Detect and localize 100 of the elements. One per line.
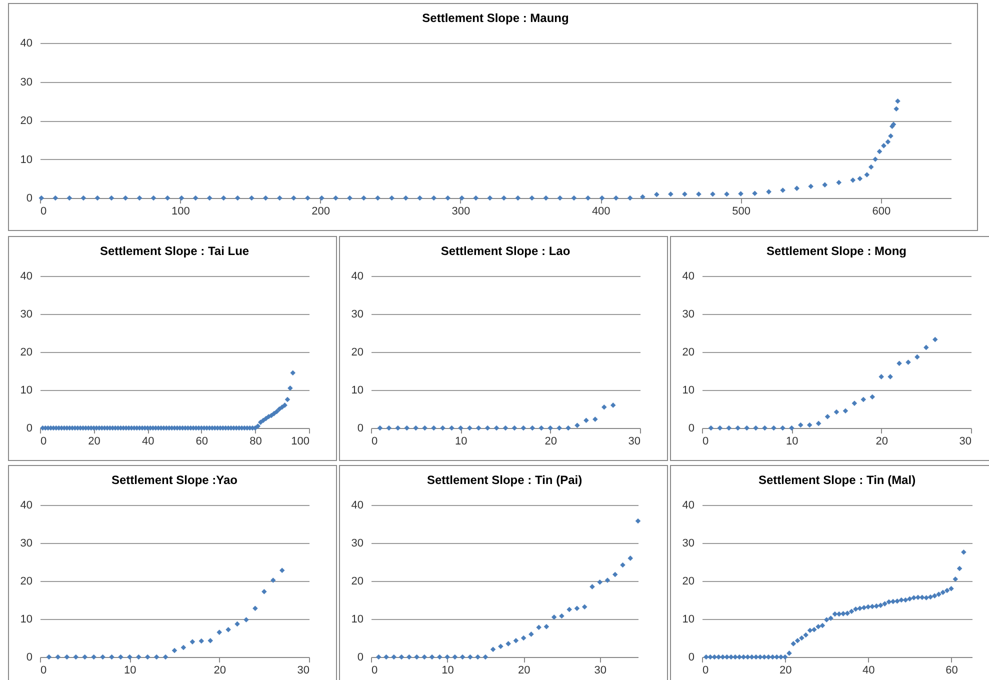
y-tick-label: 0 [688,652,694,664]
y-tick-label: 30 [682,308,694,320]
x-tick-label: 10 [786,436,798,448]
point [482,654,488,660]
x-tick-label: 100 [291,436,310,448]
point [536,624,542,630]
y-tick-label: 20 [351,346,364,358]
y-tick-label: 10 [682,384,694,396]
y-tick-label: 0 [26,422,32,434]
y-tick-label: 30 [20,308,32,320]
y-tick-label: 40 [20,38,32,50]
x-tick-label: 40 [142,436,154,448]
chart-title: Settlement Slope : Mong [766,244,907,258]
point [582,604,588,610]
point [398,654,404,660]
y-tick-label: 20 [20,115,32,127]
x-tick-label: 100 [171,206,190,218]
point [506,641,511,646]
y-tick-label: 20 [682,346,694,358]
chart-title: Settlement Slope : Lao [440,244,570,258]
x-tick-label: 80 [250,436,262,448]
y-tick-label: 10 [20,154,32,166]
point [452,654,458,660]
x-tick-label: 0 [40,206,47,218]
point [460,654,466,660]
y-tick-label: 40 [682,500,694,512]
y-tick-label: 0 [357,652,364,664]
point [520,635,526,641]
x-tick-label: 600 [872,206,891,218]
chart-title: Settlement Slope : Tai Lue [100,244,250,258]
x-tick-label: 20 [544,436,557,448]
point [597,579,603,585]
x-tick-label: 30 [594,664,606,676]
y-tick-label: 10 [20,614,32,626]
point [574,606,580,612]
x-tick-label: 20 [518,664,530,676]
x-tick-label: 10 [124,664,136,676]
y-tick-label: 10 [351,384,364,396]
chart-title: Settlement Slope :Yao [111,473,238,487]
y-tick-label: 10 [20,384,32,396]
x-tick-label: 0 [40,664,47,676]
x-tick-label: 10 [442,664,454,676]
y-tick-label: 20 [351,576,364,588]
y-tick-label: 30 [351,308,364,320]
y-tick-label: 0 [26,192,32,204]
y-tick-label: 30 [682,538,694,550]
y-tick-label: 40 [351,270,364,282]
y-tick-label: 0 [26,652,32,664]
point [376,654,382,660]
y-tick-label: 0 [688,422,694,434]
x-tick-label: 30 [297,664,310,676]
point [590,584,595,590]
x-tick-label: 10 [455,436,468,448]
y-tick-label: 20 [682,576,694,588]
x-tick-label: 300 [452,206,470,218]
x-tick-label: 20 [214,664,226,676]
x-tick-label: 0 [40,436,47,448]
x-tick-label: 0 [372,436,378,448]
x-tick-label: 400 [592,206,610,218]
y-tick-label: 40 [682,270,694,282]
x-tick-label: 30 [628,436,640,448]
point [429,654,435,660]
chart-title: Settlement Slope : Tin (Mal) [758,473,916,487]
x-tick-label: 60 [946,664,958,676]
point [528,632,534,637]
x-tick-label: 40 [862,664,875,676]
chart-title: Settlement Slope : Tin (Pai) [426,473,582,487]
point [498,644,504,650]
x-tick-label: 20 [88,436,100,448]
x-tick-label: 20 [779,664,792,676]
y-tick-label: 30 [20,538,32,550]
point [628,556,634,561]
point [513,638,519,644]
y-tick-label: 30 [351,538,364,550]
x-tick-label: 500 [732,206,750,218]
point [612,572,618,578]
x-tick-label: 0 [702,664,709,676]
point [544,624,550,630]
x-tick-label: 0 [372,664,378,676]
y-tick-label: 40 [20,500,32,512]
x-tick-label: 0 [702,436,709,448]
y-tick-label: 0 [357,422,364,434]
y-tick-label: 20 [20,576,32,588]
point [490,646,496,652]
y-tick-label: 30 [20,76,32,88]
x-tick-label: 200 [312,206,330,218]
point [406,654,412,660]
y-tick-label: 10 [682,614,694,626]
x-tick-label: 30 [959,436,972,448]
chart-title: Settlement Slope : Maung [422,11,569,25]
x-tick-label: 60 [196,436,208,448]
point [391,654,397,660]
point [422,654,428,660]
x-tick-label: 20 [876,436,888,448]
y-tick-label: 20 [20,346,32,358]
y-tick-label: 40 [351,500,364,512]
point [635,518,641,524]
point [551,614,557,620]
y-tick-label: 10 [351,614,364,626]
y-tick-label: 40 [20,270,32,282]
